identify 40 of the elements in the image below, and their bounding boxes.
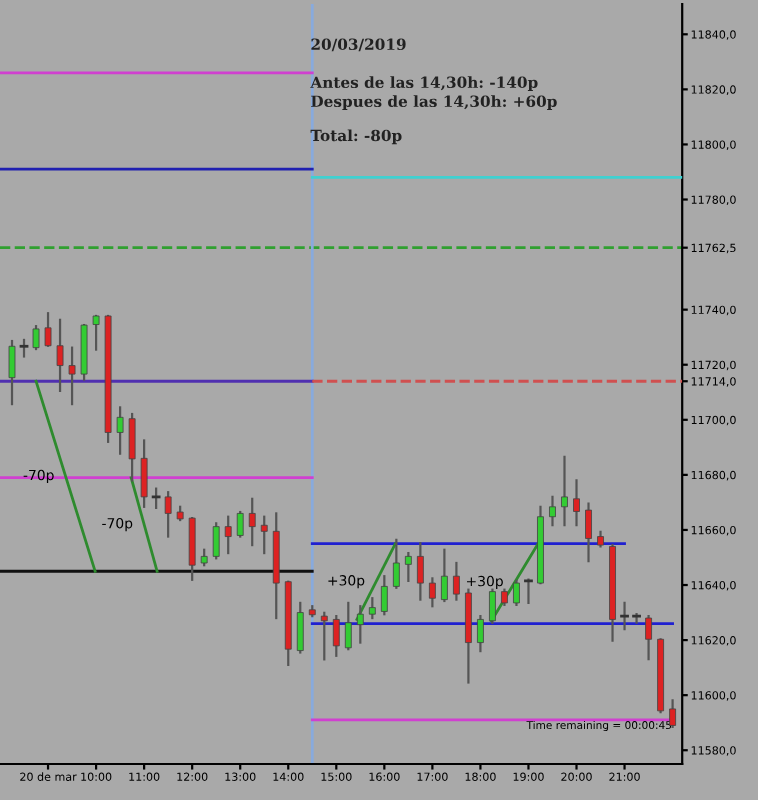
candlestick — [224, 515, 232, 555]
candlestick — [236, 510, 244, 538]
candlestick — [549, 495, 556, 527]
candlestick — [188, 516, 196, 581]
candlestick — [296, 601, 304, 654]
candlestick — [212, 522, 220, 560]
candlestick — [573, 479, 580, 527]
candlestick — [320, 611, 328, 661]
candlestick — [164, 491, 172, 538]
candlestick — [404, 551, 412, 582]
candlestick — [452, 561, 460, 601]
candlestick — [8, 339, 16, 406]
candlestick — [332, 615, 340, 657]
candlestick — [561, 455, 568, 527]
candlestick — [524, 578, 533, 605]
candlestick — [585, 502, 592, 563]
candlestick — [32, 325, 40, 351]
candlestick — [416, 542, 424, 601]
candlestick — [44, 312, 52, 347]
candlestick — [428, 577, 436, 608]
candlestick — [645, 615, 652, 661]
candlestick — [356, 605, 364, 644]
candlestick — [513, 579, 520, 606]
candlestick — [477, 615, 484, 653]
candlestick — [116, 406, 124, 455]
candlestick — [92, 314, 100, 351]
candlestick — [380, 575, 388, 616]
candlestick — [669, 699, 677, 728]
candlestick — [68, 346, 76, 406]
candlestick — [56, 318, 64, 392]
candlestick — [392, 538, 400, 589]
candlestick — [260, 515, 268, 555]
candlestick — [344, 601, 352, 651]
candlestick — [368, 597, 376, 620]
candlestick — [248, 497, 256, 547]
candlestick — [440, 548, 448, 603]
candlestick — [489, 588, 496, 624]
candlestick — [151, 487, 161, 510]
candlestick — [128, 412, 136, 482]
candlestick — [140, 439, 148, 508]
